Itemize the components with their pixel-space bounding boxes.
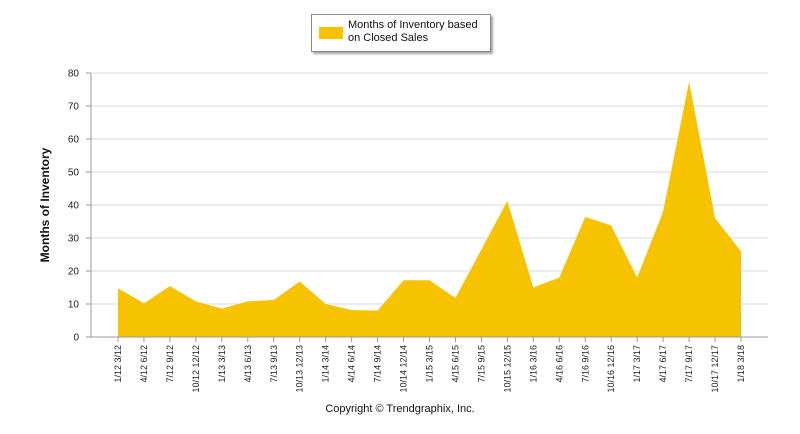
x-tick-label: 10/15 12/15: [502, 345, 512, 393]
legend-swatch: [319, 27, 343, 39]
x-tick-label: 10/17 12/17: [710, 345, 720, 393]
x-tick-label: 1/13 3/13: [217, 345, 227, 383]
x-tick-label: 7/15 9/15: [476, 345, 486, 383]
x-tick-label: 1/17 3/17: [632, 345, 642, 383]
x-tick-label: 7/14 9/14: [373, 345, 383, 383]
x-tick-label: 4/16 6/16: [554, 345, 564, 383]
x-tick-label: 10/12 12/12: [191, 345, 201, 393]
y-axis-label: Months of Inventory: [38, 147, 52, 262]
x-tick-label: 7/13 9/13: [269, 345, 279, 383]
x-tick-label: 10/16 12/16: [606, 345, 616, 393]
y-tick-labels: 0 10 20 30 40 50 60 70 80: [68, 69, 80, 344]
x-tick-label: 7/17 9/17: [684, 345, 694, 383]
x-tick-label: 1/12 3/12: [113, 345, 123, 383]
x-tick-label: 1/14 3/14: [321, 345, 331, 383]
y-tick-label: 70: [68, 102, 80, 113]
x-tick-label: 4/17 6/17: [658, 345, 668, 383]
y-tick-label: 60: [68, 135, 80, 146]
x-tick-labels: 1/12 3/12 4/12 6/12 7/12 9/12 10/12 12/12 1/…: [113, 345, 746, 393]
x-tick-label: 10/14 12/14: [399, 345, 409, 393]
y-tick-label: 20: [68, 267, 80, 278]
area-layer: [117, 81, 742, 337]
x-tick-label: 4/14 6/14: [347, 345, 357, 383]
legend-label: Months of Inventory based on Closed Sale…: [348, 19, 488, 45]
x-tick-label: 4/12 6/12: [139, 345, 149, 383]
y-tick-label: 10: [68, 300, 80, 311]
y-tick-label: 30: [68, 234, 80, 245]
x-tick-label: 1/18 3/18: [736, 345, 746, 383]
y-tick-label: 40: [68, 201, 80, 212]
copyright-text: Copyright © Trendgraphix, Inc.: [325, 403, 475, 415]
legend-label-line2: on Closed Sales: [348, 32, 429, 44]
legend: Months of Inventory based on Closed Sale…: [311, 14, 491, 52]
y-tick-label: 0: [73, 333, 79, 344]
axis-layer: [86, 72, 768, 342]
legend-label-line1: Months of Inventory based: [348, 19, 478, 31]
x-tick-label: 1/16 3/16: [528, 345, 538, 383]
x-tick-label: 1/15 3/15: [425, 345, 435, 383]
y-tick-label: 50: [68, 168, 80, 179]
x-tick-label: 4/15 6/15: [450, 345, 460, 383]
x-tick-label: 7/16 9/16: [580, 345, 590, 383]
y-tick-label: 80: [68, 69, 80, 80]
x-tick-label: 10/13 12/13: [295, 345, 305, 393]
x-tick-label: 4/13 6/13: [243, 345, 253, 383]
x-tick-label: 7/12 9/12: [165, 345, 175, 383]
series-area: [118, 81, 741, 337]
